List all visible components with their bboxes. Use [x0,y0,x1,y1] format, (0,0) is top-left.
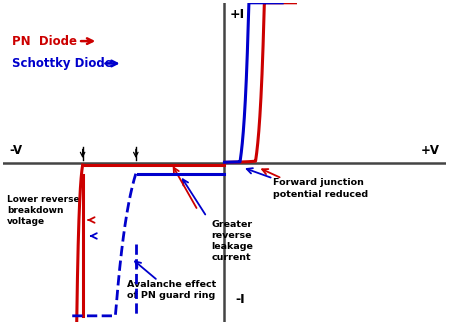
Text: Forward junction
potential reduced: Forward junction potential reduced [273,178,368,199]
Text: PN  Diode: PN Diode [12,34,77,47]
Text: Greater
reverse
leakage
current: Greater reverse leakage current [211,220,253,262]
Text: -V: -V [9,144,22,157]
Text: +V: +V [421,144,440,157]
Text: +I: +I [230,7,245,20]
Text: Lower reverse
breakdown
voltage: Lower reverse breakdown voltage [7,195,80,226]
Text: Schottky Diode: Schottky Diode [12,57,112,70]
Text: Avalanche effect
of PN guard ring: Avalanche effect of PN guard ring [127,280,216,300]
Text: -I: -I [236,293,245,306]
